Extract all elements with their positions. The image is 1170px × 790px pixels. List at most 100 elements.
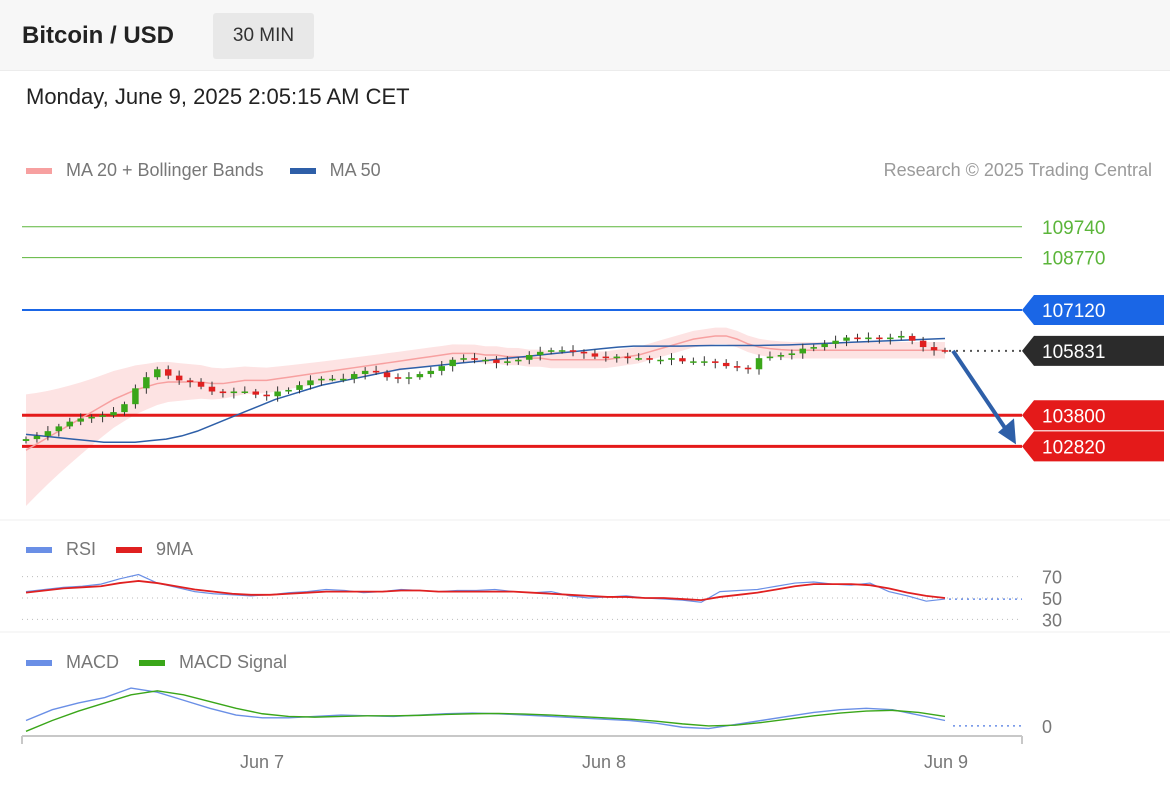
candle-body (591, 353, 599, 357)
price-panel: 109740 108770 107120 105831 103800 102820 (22, 218, 1164, 507)
candle-body (44, 431, 52, 436)
rsi-tick-label: 30 (1042, 610, 1062, 630)
rsi-ma-legend-label: 9MA (156, 539, 194, 559)
x-tick-label: Jun 8 (582, 752, 626, 772)
pivot-level-label: 107120 (1042, 301, 1105, 322)
candle-body (318, 378, 325, 381)
candle-body (154, 369, 161, 378)
macd-zero-label: 0 (1042, 717, 1052, 737)
candle-body (394, 377, 402, 379)
candle-body (602, 356, 610, 359)
candle-body (679, 358, 686, 362)
candle-body (372, 370, 380, 373)
candle-body (624, 356, 631, 359)
last-price-label: 105831 (1042, 342, 1105, 363)
x-axis: Jun 7 Jun 8 Jun 9 (21, 735, 1023, 772)
candle-body (919, 340, 927, 348)
candle-body (405, 377, 413, 379)
candle-body (99, 415, 106, 417)
candle-body (263, 394, 270, 397)
rsi-line (25, 573, 946, 603)
candle-body (712, 361, 719, 363)
candle-body (613, 356, 621, 359)
candle-body (208, 386, 216, 392)
rsi-ma-line (25, 580, 946, 602)
candle-body (438, 366, 445, 371)
candle-body (427, 370, 435, 375)
candle-body (854, 337, 861, 340)
candle-body (821, 343, 828, 348)
candle-body (164, 369, 172, 376)
candle-body (908, 335, 916, 341)
rsi-tick-label: 50 (1042, 589, 1062, 609)
candle-body (241, 391, 249, 393)
support-level-tag (1022, 431, 1164, 462)
candle-body (143, 377, 150, 389)
candle-body (416, 374, 424, 378)
candle-body (569, 350, 577, 352)
timeframe-badge[interactable]: 30 MIN (213, 13, 314, 59)
forecast-arrow-head (998, 418, 1016, 445)
rsi-ma-legend-swatch (116, 546, 143, 553)
bollinger-band (26, 327, 945, 507)
candle-body (657, 359, 664, 362)
macd-legend-label: MACD (66, 652, 119, 672)
candle-body (832, 340, 839, 344)
candle-body (197, 381, 205, 387)
candle-body (219, 391, 227, 394)
ma20-legend-label: MA 20 + Bollinger Bands (66, 160, 264, 180)
macd-signal-legend-label: MACD Signal (179, 652, 288, 672)
candle-body (744, 367, 752, 370)
candle-body (175, 375, 183, 381)
candle-body (701, 361, 708, 363)
rsi-legend-swatch (26, 546, 52, 553)
candle-body (296, 385, 303, 390)
candle-body (930, 347, 938, 351)
macd-legend-swatch (26, 659, 52, 666)
candle-body (635, 358, 642, 360)
macd-panel: 0 (25, 687, 1052, 737)
candle-body (515, 359, 522, 362)
macd-signal-legend-swatch (139, 659, 165, 666)
rsi-tick-label: 70 (1042, 568, 1062, 588)
candle-body (77, 418, 84, 422)
candle-body (799, 348, 807, 354)
candle-body (329, 378, 336, 381)
candle-body (558, 350, 566, 352)
candle-body (810, 347, 817, 349)
candle-body (876, 337, 883, 340)
timestamp: Monday, June 9, 2025 2:05:15 AM CET (26, 84, 410, 109)
macd-signal-line (25, 690, 946, 732)
forecast-arrow-shaft (951, 349, 1010, 434)
candle-body (755, 358, 763, 370)
candle-body (307, 380, 314, 386)
candle-body (460, 358, 467, 360)
candle-body (121, 404, 128, 413)
candle-body (482, 359, 489, 362)
candle-body (449, 359, 456, 367)
candle-body (887, 337, 894, 340)
candle-body (186, 380, 194, 382)
chart-header: Bitcoin / USD 30 MIN (0, 0, 1170, 71)
macd-legend: MACD MACD Signal (26, 652, 287, 673)
candle-body (350, 374, 358, 379)
copyright-text: Research © 2025 Trading Central (883, 160, 1152, 180)
candle-body (788, 353, 796, 355)
instrument-title: Bitcoin / USD (22, 22, 175, 49)
candle-body (22, 439, 30, 441)
candle-body (132, 388, 139, 405)
price-legend: MA 20 + Bollinger Bands MA 50 (26, 160, 381, 181)
candle-body (526, 355, 533, 360)
support-level-label: 102820 (1042, 437, 1105, 458)
candle-body (504, 361, 511, 363)
candle-body (690, 361, 697, 363)
candle-body (536, 351, 544, 355)
x-tick-label: Jun 9 (924, 752, 968, 772)
rsi-legend: RSI 9MA (26, 539, 193, 560)
candle-body (941, 350, 949, 352)
support-level-label: 103800 (1042, 406, 1105, 427)
candle-body (33, 435, 41, 440)
candle-body (865, 337, 872, 340)
